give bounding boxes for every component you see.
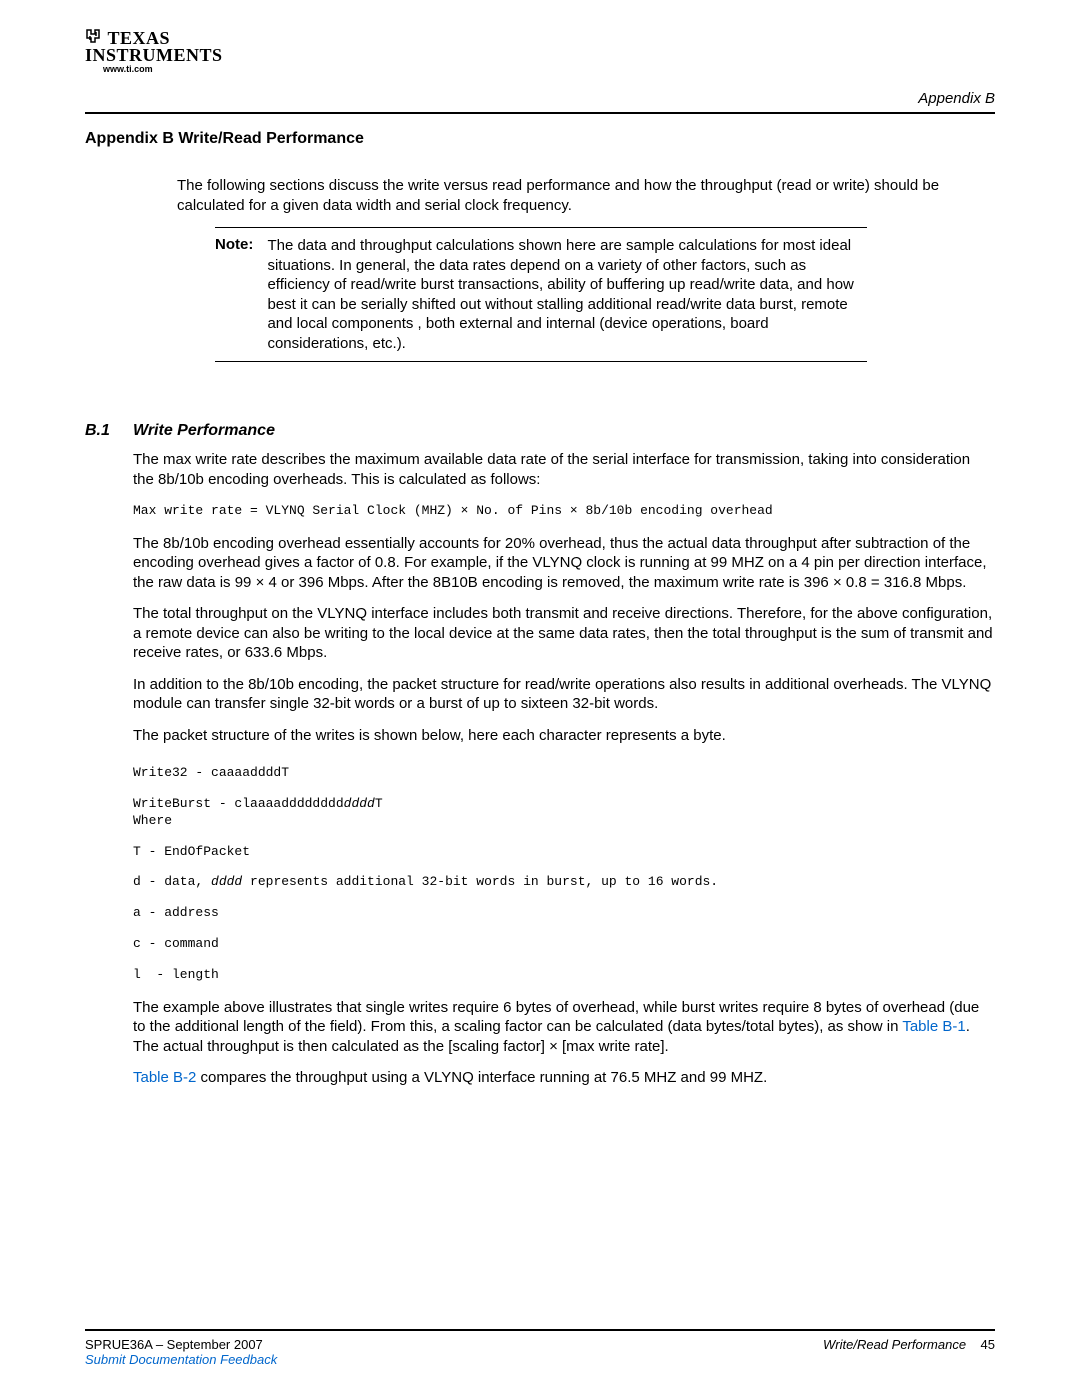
page-container: TEXAS INSTRUMENTS www.ti.com Appendix B … <box>0 0 1080 1397</box>
pkt-write32: Write32 - caaaaddddT <box>133 763 995 784</box>
note-text: The data and throughput calculations sho… <box>267 236 864 353</box>
footer-page-num: 45 <box>981 1337 995 1352</box>
def-a: a - address <box>133 903 995 924</box>
note-block: Note: The data and throughput calculatio… <box>215 227 867 362</box>
def-d: d - data, dddd represents additional 32-… <box>133 872 995 893</box>
b1-p3: The total throughput on the VLYNQ interf… <box>133 604 995 663</box>
brand-bottom: INSTRUMENTS <box>85 45 223 66</box>
footer-section: Write/Read Performance <box>823 1337 966 1352</box>
ti-logo: TEXAS INSTRUMENTS www.ti.com <box>85 28 223 74</box>
b1-p7: Table B-2 compares the throughput using … <box>133 1068 995 1088</box>
def-c: c - command <box>133 934 995 955</box>
pkt2b: dddd <box>344 796 375 811</box>
def-d-b: dddd <box>211 874 242 889</box>
footer-rule <box>85 1329 995 1331</box>
b1-p2: The 8b/10b encoding overhead essentially… <box>133 534 995 593</box>
pkt2a: WriteBurst - claaaadddddddd <box>133 796 344 811</box>
b1-p4: In addition to the 8b/10b encoding, the … <box>133 675 995 714</box>
content-area: Appendix B Write/Read Performance The fo… <box>85 130 995 1100</box>
header-section-label: Appendix B <box>918 90 995 107</box>
appendix-title: Appendix B Write/Read Performance <box>85 130 995 148</box>
b1-p6a: The example above illustrates that singl… <box>133 999 979 1036</box>
intro-paragraph: The following sections discuss the write… <box>177 176 995 215</box>
pkt2c: T <box>375 796 383 811</box>
footer-right: Write/Read Performance 45 <box>823 1337 995 1352</box>
note-label: Note: <box>215 236 263 253</box>
def-l: l - length <box>133 965 995 986</box>
def-d-c: represents additional 32-bit words in bu… <box>242 874 718 889</box>
header-rule <box>85 112 995 114</box>
table-b1-link[interactable]: Table B-1 <box>902 1018 965 1035</box>
b1-p1: The max write rate describes the maximum… <box>133 450 995 489</box>
b1-p6: The example above illustrates that singl… <box>133 998 995 1057</box>
def-d-a: d - data, <box>133 874 211 889</box>
page-footer: SPRUE36A – September 2007 Write/Read Per… <box>85 1329 995 1367</box>
def-T: T - EndOfPacket <box>133 842 995 863</box>
b1-formula: Max write rate = VLYNQ Serial Clock (MHZ… <box>133 501 995 522</box>
section-b1-heading: B.1Write Performance <box>85 422 995 440</box>
footer-doc-id: SPRUE36A – September 2007 <box>85 1337 263 1352</box>
b1-p5: The packet structure of the writes is sh… <box>133 726 995 746</box>
b1-p7b: compares the throughput using a VLYNQ in… <box>196 1069 767 1086</box>
table-b2-link[interactable]: Table B-2 <box>133 1069 196 1086</box>
feedback-link[interactable]: Submit Documentation Feedback <box>85 1352 995 1367</box>
section-b1-title: Write Performance <box>133 422 275 439</box>
section-b1-num: B.1 <box>85 422 133 440</box>
